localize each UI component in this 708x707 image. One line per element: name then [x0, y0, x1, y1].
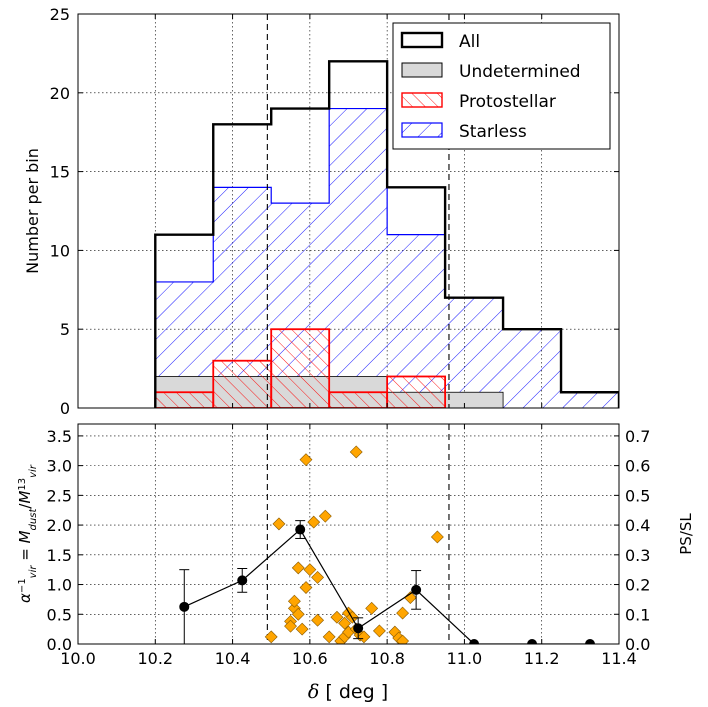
scatter-point	[365, 601, 379, 615]
scatter-point	[295, 622, 309, 636]
y-tick-label: 0.1	[625, 605, 650, 624]
scatter-point	[264, 630, 278, 644]
y-tick-label: 0.0	[625, 635, 650, 654]
ps-sl-point	[237, 575, 248, 586]
y-tick-label: 20	[50, 84, 70, 103]
legend-swatch	[400, 31, 444, 49]
scatter-point	[311, 613, 325, 627]
protostellar-bar	[154, 391, 215, 408]
scatter-point	[284, 619, 297, 633]
x-tick-label: 10.2	[137, 649, 173, 668]
legend: All Undetermined Protostellar Starless	[392, 22, 611, 150]
legend-label: Undetermined	[459, 62, 581, 82]
ps-sl-point	[295, 524, 306, 535]
y-tick-label: 0.5	[625, 486, 650, 505]
legend-swatch	[401, 62, 443, 78]
bottom-right-y-axis-label: PS/SL	[677, 513, 695, 555]
top-axes-frame	[77, 13, 620, 409]
x-tick-label: 11.4	[601, 649, 637, 668]
ps-sl-point	[411, 584, 422, 595]
protostellar-bar	[212, 359, 273, 408]
legend-label: Protostellar	[459, 92, 556, 112]
y-tick-label: 25	[50, 5, 70, 24]
scatter-point	[322, 630, 336, 644]
scatter-point	[372, 624, 386, 638]
y-tick-label: 1.5	[47, 546, 72, 565]
scatter-point	[349, 445, 363, 459]
y-tick-label: 5	[60, 320, 70, 339]
ps-sl-point	[527, 639, 538, 644]
ps-sl-point	[179, 601, 190, 612]
x-tick-label: 11.0	[447, 649, 483, 668]
y-tick-label: 15	[50, 163, 70, 182]
y-tick-label: 3.5	[47, 427, 72, 446]
y-tick-label: 0.7	[625, 427, 650, 446]
ps-sl-point	[585, 639, 596, 644]
scatter-point	[307, 515, 321, 529]
y-tick-label: 0.2	[625, 576, 650, 595]
x-tick-label: 10.4	[215, 649, 251, 668]
x-ticks: 10.0 10.2 10.4 10.6 10.8 11.0 11.2 11.4	[60, 14, 637, 668]
scatter-point	[299, 581, 313, 594]
scatter-point	[330, 610, 344, 624]
y-tick-label: 0.5	[47, 605, 72, 624]
y-tick-label: 0.0	[47, 635, 72, 654]
y-tick-label: 0.3	[625, 546, 650, 565]
scatter-point	[311, 570, 325, 584]
y-tick-label: 3.0	[47, 457, 72, 476]
protostellar-bar	[270, 328, 331, 408]
x-tick-label: 11.2	[524, 649, 560, 668]
scatter-point	[396, 634, 410, 644]
y-tick-label: 0.6	[625, 457, 650, 476]
histogram-panel: 0 5 10 15 20 25 Number per bin All Undetermine…	[23, 5, 620, 418]
x-tick-label: 10.6	[292, 649, 328, 668]
y-tick-label: 1.0	[47, 576, 72, 595]
protostellar-bar	[386, 375, 447, 408]
top-y-ticks: 0 5 10 15 20 25	[50, 5, 619, 418]
legend-swatch	[401, 92, 443, 108]
bottom-left-y-ticks: 0.0 0.5 1.0 1.5 2.0 2.5 3.0 3.5	[47, 427, 83, 654]
scatter-point	[291, 607, 305, 621]
bottom-dashed-lines	[266, 424, 450, 644]
scatter-point	[403, 591, 417, 605]
legend-label: Starless	[459, 122, 527, 142]
y-tick-label: 0.4	[625, 516, 650, 535]
ps-sl-point	[353, 623, 364, 634]
ps-sl-series	[179, 520, 596, 644]
y-tick-label: 10	[50, 241, 70, 260]
bottom-left-y-axis-label: α−1vir = Mdust/M13vir	[16, 464, 39, 603]
all-outline	[154, 60, 619, 408]
bottom-right-y-ticks: 0.0 0.1 0.2 0.3 0.4 0.5 0.6 0.7	[614, 427, 650, 654]
scatter-points	[264, 445, 444, 644]
x-tick-label: 10.0	[60, 649, 96, 668]
ps-sl-point	[469, 639, 480, 644]
x-axis-label: δ [ deg ]	[308, 681, 388, 703]
legend-swatch	[401, 122, 443, 138]
undetermined-bar	[444, 391, 504, 408]
scatter-point	[338, 616, 352, 630]
scatter-point	[430, 530, 444, 544]
scatter-point	[357, 630, 371, 644]
top-y-axis-label: Number per bin	[23, 148, 42, 274]
scatter-point	[303, 563, 317, 577]
legend-label: All	[459, 32, 480, 52]
scatter-point	[287, 594, 301, 608]
ps-sl-line	[184, 528, 591, 644]
x-tick-label: 10.8	[369, 649, 405, 668]
y-tick-label: 2.0	[47, 516, 72, 535]
scatter-point	[396, 606, 410, 620]
protostellar-bar	[328, 391, 389, 408]
bottom-axes-frame	[77, 423, 620, 645]
scatter-point	[318, 509, 332, 523]
scatter-point	[272, 517, 286, 531]
histogram-bars	[154, 60, 619, 408]
y-tick-label: 0	[60, 399, 70, 418]
scatter-point	[291, 561, 305, 575]
scatter-point	[299, 453, 313, 467]
scatter-panel: 10.0 10.2 10.4 10.6 10.8 11.0 11.2 11.4 0.00.51…	[16, 14, 695, 703]
y-tick-label: 2.5	[47, 486, 72, 505]
